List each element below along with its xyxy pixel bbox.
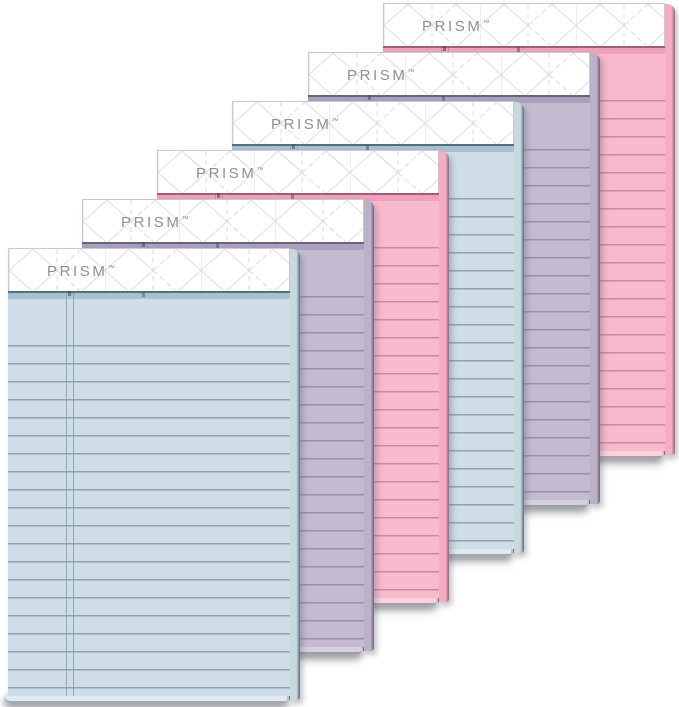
- staple-marks: [368, 95, 371, 100]
- prism-logo: PRISM™: [422, 16, 490, 35]
- notepad-header: PRISM™: [232, 101, 514, 144]
- prism-logo: PRISM™: [47, 261, 115, 280]
- staple-marks: [443, 46, 446, 51]
- notepad-header: PRISM™: [82, 199, 364, 242]
- trademark-symbol: ™: [181, 216, 189, 223]
- notepad-right-page-edge: [438, 151, 449, 602]
- trademark-symbol: ™: [331, 118, 339, 125]
- prism-logo: PRISM™: [347, 65, 415, 84]
- notepad-header: PRISM™: [8, 248, 290, 291]
- trademark-symbol: ™: [407, 69, 415, 76]
- notepad-header: PRISM™: [383, 3, 665, 46]
- notepad-ruled-paper: [8, 291, 290, 696]
- prism-logo-text: PRISM: [47, 263, 108, 280]
- notepad-header: PRISM™: [308, 52, 590, 95]
- prism-triangle-pattern: [158, 151, 438, 193]
- notepad-6-blue-front: PRISM™: [4, 248, 300, 703]
- notepad-right-page-edge: [589, 53, 600, 504]
- prism-logo: PRISM™: [121, 212, 189, 231]
- prism-triangle-pattern: [9, 249, 289, 291]
- notepad-right-page-edge: [513, 102, 524, 553]
- trademark-symbol: ™: [107, 265, 115, 272]
- prism-triangle-pattern: [384, 4, 664, 46]
- left-margin-line: [66, 293, 74, 696]
- prism-logo-text: PRISM: [422, 18, 483, 35]
- staple-marks: [292, 144, 295, 149]
- prism-triangle-pattern: [309, 53, 589, 95]
- prism-logo: PRISM™: [196, 163, 264, 182]
- trademark-symbol: ™: [256, 167, 264, 174]
- prism-logo-text: PRISM: [271, 116, 332, 133]
- prism-logo: PRISM™: [271, 114, 339, 133]
- prism-logo-text: PRISM: [196, 165, 257, 182]
- notepad-header: PRISM™: [157, 150, 439, 193]
- notepad-right-page-edge: [289, 249, 300, 700]
- notepad-right-page-edge: [664, 4, 675, 455]
- ruled-lines: [8, 345, 290, 694]
- staple-marks: [217, 193, 220, 198]
- prism-triangle-pattern: [233, 102, 513, 144]
- prism-triangle-pattern: [83, 200, 363, 242]
- prism-logo-text: PRISM: [347, 67, 408, 84]
- prism-logo-text: PRISM: [121, 214, 182, 231]
- staple-marks: [68, 291, 71, 296]
- notepad-right-page-edge: [363, 200, 374, 651]
- trademark-symbol: ™: [482, 20, 490, 27]
- notepad-bottom-page-edge: [4, 693, 287, 703]
- staple-marks: [142, 242, 145, 247]
